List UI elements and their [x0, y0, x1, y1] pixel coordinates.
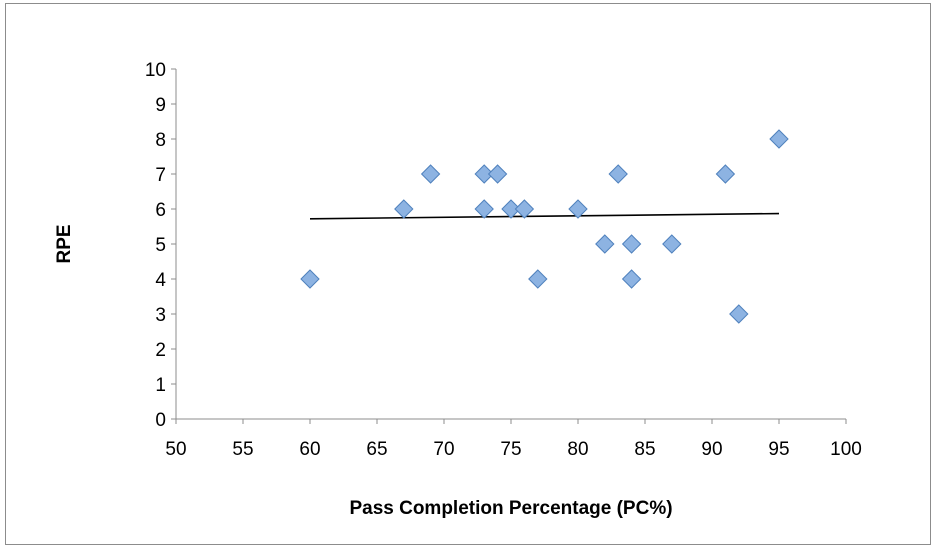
data-point-marker	[501, 199, 521, 219]
y-tick-label: 0	[155, 410, 166, 431]
x-tick-label: 50	[165, 439, 186, 460]
ticks: 0 1 2 3 4 5 6 7 8 9 10 50 55 60 65 70 75 80 85 90 95 100	[145, 60, 862, 460]
y-tick-label: 10	[145, 60, 166, 81]
y-axis-title: RPE	[54, 224, 75, 263]
y-tick-label: 5	[155, 235, 166, 256]
y-tick-label: 3	[155, 305, 166, 326]
x-tick-label: 75	[500, 439, 521, 460]
x-tick-label: 70	[433, 439, 454, 460]
y-tick-label: 8	[155, 130, 166, 151]
data-point-marker	[568, 199, 588, 219]
data-point-marker	[608, 164, 628, 184]
y-tick-label: 9	[155, 95, 166, 116]
data-point-marker	[394, 199, 414, 219]
data-point-marker	[715, 164, 736, 184]
x-tick-label: 85	[634, 439, 655, 460]
data-point-marker	[474, 199, 494, 219]
data-point-marker	[621, 234, 642, 254]
trendline	[309, 212, 780, 220]
data-point-marker	[300, 269, 320, 289]
data-point-marker	[514, 199, 535, 219]
data-point-marker	[474, 164, 494, 184]
x-tick-label: 65	[366, 439, 387, 460]
data-point-marker	[729, 304, 749, 324]
x-tick-label: 90	[701, 439, 722, 460]
data-points	[300, 129, 789, 324]
data-point-marker	[621, 269, 642, 289]
data-point-marker	[662, 234, 682, 254]
y-tick-label: 2	[155, 340, 166, 361]
chart-frame	[5, 3, 931, 545]
y-tick-label: 1	[155, 375, 166, 396]
y-tick-label: 6	[155, 200, 166, 221]
y-tick-label: 4	[155, 270, 166, 291]
x-tick-label: 60	[299, 439, 320, 460]
trendline-group	[309, 212, 780, 220]
x-tick-label: 55	[232, 439, 253, 460]
data-point-marker	[769, 129, 789, 149]
x-tick-label: 80	[567, 439, 588, 460]
x-axis-title: Pass Completion Percentage (PC%)	[349, 498, 672, 519]
x-tick-label: 95	[768, 439, 789, 460]
data-point-marker	[595, 234, 615, 254]
y-tick-label: 7	[155, 165, 166, 186]
x-tick-label: 100	[830, 439, 862, 460]
data-point-marker	[528, 269, 548, 289]
axes	[175, 69, 846, 420]
data-point-marker	[487, 164, 508, 184]
data-point-marker	[420, 164, 441, 184]
